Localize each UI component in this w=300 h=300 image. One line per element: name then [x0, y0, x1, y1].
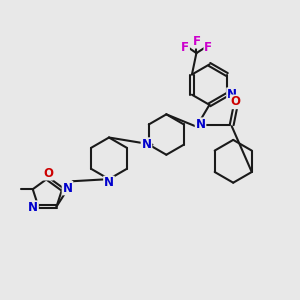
Text: N: N: [142, 138, 152, 151]
Text: F: F: [192, 35, 200, 48]
Text: F: F: [204, 41, 212, 54]
Text: N: N: [104, 176, 114, 190]
Text: N: N: [62, 182, 73, 194]
Text: N: N: [196, 118, 206, 131]
Text: F: F: [181, 41, 189, 54]
Text: O: O: [231, 95, 241, 108]
Text: N: N: [28, 201, 38, 214]
Text: O: O: [43, 167, 53, 180]
Text: N: N: [227, 88, 237, 101]
